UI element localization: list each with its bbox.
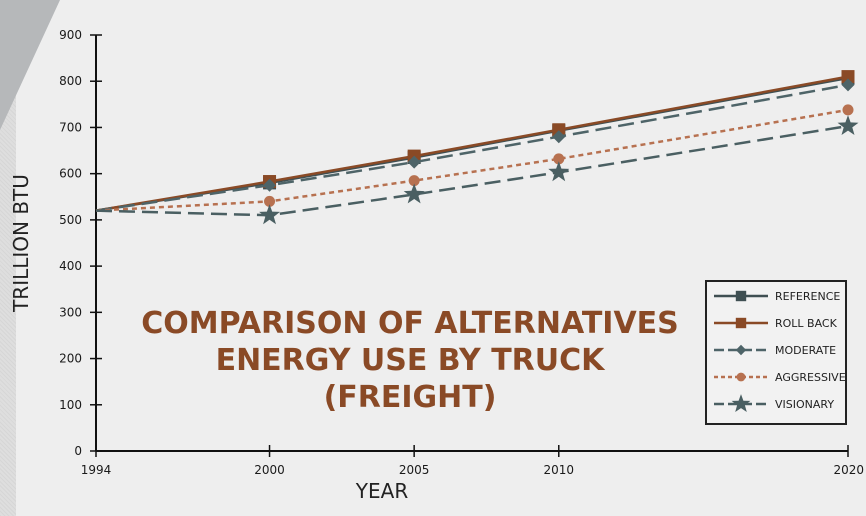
legend-label-moderate: MODERATE xyxy=(775,344,836,357)
x-tick-label: 2010 xyxy=(543,463,574,477)
y-tick-label: 0 xyxy=(74,444,82,458)
series-layer xyxy=(95,70,859,225)
data-point-aggressive xyxy=(553,153,565,165)
y-axis-title: TRILLION BTU xyxy=(9,174,33,313)
y-tick-label: 100 xyxy=(59,398,82,412)
data-point-aggressive xyxy=(264,195,276,207)
chart-title-line: ENERGY USE BY TRUCK xyxy=(216,343,607,378)
legend-swatch-marker-aggressive xyxy=(736,372,746,382)
data-point-visionary xyxy=(403,183,425,204)
series-aggressive xyxy=(95,104,854,212)
data-point-visionary xyxy=(548,161,570,182)
series-moderate xyxy=(95,78,855,212)
data-point-aggressive xyxy=(408,175,420,187)
x-tick-label: 2020 xyxy=(833,463,864,477)
x-tick-label: 2005 xyxy=(399,463,430,477)
series-reference xyxy=(95,71,855,212)
chart-title-line: COMPARISON OF ALTERNATIVES xyxy=(141,306,679,341)
data-point-roll-back xyxy=(841,70,855,84)
corner-decoration xyxy=(0,0,60,130)
x-tick-label: 2000 xyxy=(254,463,285,477)
y-tick-label: 300 xyxy=(59,305,82,319)
series-visionary xyxy=(95,115,859,225)
y-tick-label: 400 xyxy=(59,259,82,273)
data-point-moderate xyxy=(552,130,566,144)
data-point-aggressive xyxy=(842,104,854,116)
legend-swatch-marker-moderate xyxy=(735,344,747,356)
y-tick-label: 800 xyxy=(59,74,82,88)
data-point-moderate xyxy=(263,178,277,192)
x-tick-label: 1994 xyxy=(81,463,112,477)
chart-panel xyxy=(16,0,866,516)
legend-swatch-marker-reference xyxy=(735,290,747,302)
legend-label-reference: REFERENCE xyxy=(775,290,840,303)
legend-label-aggressive: AGGRESSIVE xyxy=(775,371,846,384)
series-line-aggressive xyxy=(95,108,849,212)
series-roll-back xyxy=(95,70,855,212)
data-point-moderate xyxy=(407,155,421,169)
legend-label-roll-back: ROLL BACK xyxy=(775,317,838,330)
y-tick-label: 600 xyxy=(59,167,82,181)
series-line-visionary xyxy=(95,124,849,217)
legend-swatch-marker-roll-back xyxy=(735,317,747,329)
chart-title-line: (FREIGHT) xyxy=(324,380,497,415)
y-tick-label: 900 xyxy=(59,28,82,42)
series-line-moderate xyxy=(95,83,849,212)
data-point-visionary xyxy=(259,204,280,225)
data-point-visionary xyxy=(837,115,859,135)
data-point-moderate xyxy=(841,78,855,92)
y-tick-label: 200 xyxy=(59,352,82,366)
x-axis-title: YEAR xyxy=(355,479,409,503)
y-tick-label: 700 xyxy=(59,120,82,134)
data-point-roll-back xyxy=(552,123,566,137)
legend-swatch-marker-visionary xyxy=(731,394,751,412)
y-tick-label: 500 xyxy=(59,213,82,227)
legend-label-visionary: VISIONARY xyxy=(775,398,834,411)
legend-box xyxy=(705,280,847,425)
axes: 0 100 200 300 400 500 600 700 800 900 1994 2000 2005… xyxy=(9,28,864,503)
legend: REFERENCE ROLL BACK MODERATE AGGRESSIVE VISI… xyxy=(705,280,847,425)
